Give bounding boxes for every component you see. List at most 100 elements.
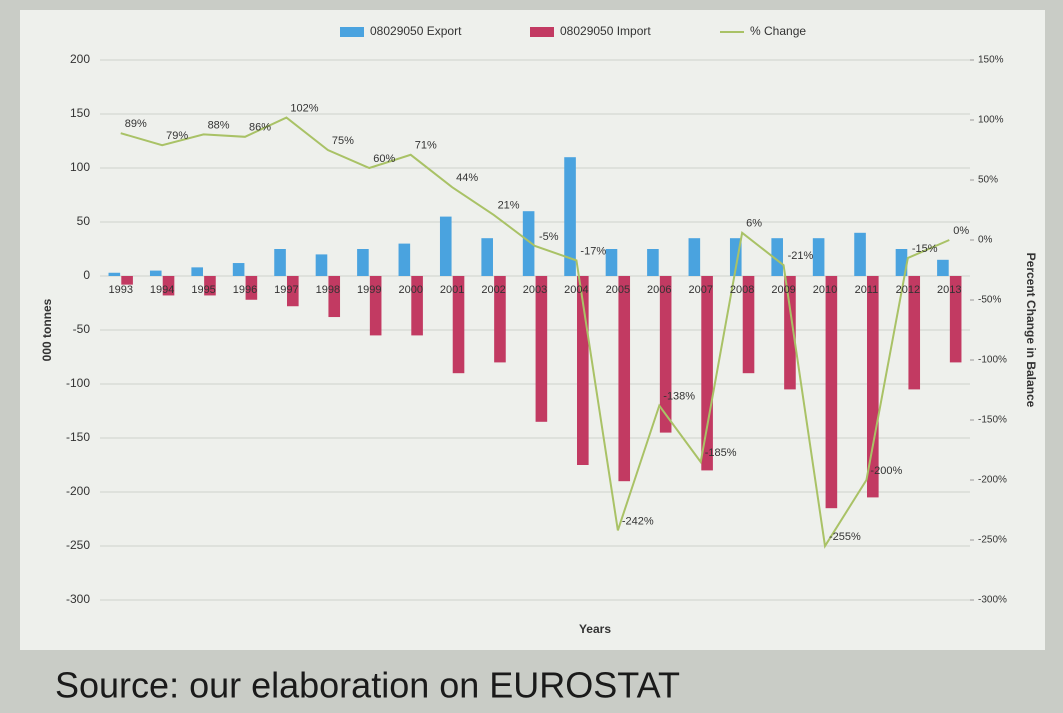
x-tick-label: 1995 [191, 284, 215, 296]
legend-label: 08029050 Import [560, 24, 651, 38]
bar [398, 243, 411, 276]
y2-tick-label: -200% [978, 475, 1007, 486]
data-label: -17% [580, 245, 606, 257]
y2-axis-label: Percent Change in Balance [1024, 253, 1038, 408]
bar [328, 276, 341, 318]
y-tick-label: -50 [73, 322, 91, 336]
data-label: -242% [622, 515, 654, 527]
bar [108, 272, 121, 276]
y2-tick-label: 0% [978, 235, 993, 246]
bar [481, 238, 493, 276]
bar [232, 263, 245, 276]
bar [937, 259, 949, 276]
y-tick-label: -200 [66, 484, 90, 498]
bar [439, 216, 452, 276]
x-tick-label: 2011 [855, 284, 879, 296]
bar [535, 276, 548, 422]
bar [162, 276, 175, 296]
data-label: 75% [332, 135, 354, 147]
y-tick-label: 150 [70, 106, 90, 120]
x-tick-label: 2010 [813, 284, 837, 296]
bar [452, 276, 465, 374]
data-label: 71% [415, 140, 437, 152]
bar [771, 238, 783, 276]
x-tick-label: 1996 [233, 284, 257, 296]
x-tick-label: 2009 [771, 284, 795, 296]
x-tick-label: 1999 [357, 284, 381, 296]
bar [729, 238, 742, 276]
x-tick-label: 1997 [274, 284, 298, 296]
y-tick-label: 200 [70, 52, 90, 66]
data-label: 86% [249, 122, 271, 134]
bar [908, 276, 921, 390]
y-tick-label: -250 [66, 538, 90, 552]
bar [701, 276, 713, 471]
bar [618, 276, 631, 482]
data-label: -138% [663, 391, 695, 403]
data-label: 60% [373, 153, 395, 165]
bar [494, 276, 506, 363]
y-tick-label: -150 [66, 430, 90, 444]
bar [564, 157, 576, 276]
x-tick-label: 2012 [896, 284, 920, 296]
bar [784, 276, 796, 390]
y2-tick-label: 100% [978, 115, 1004, 126]
source-note: Source: our elaboration on EUROSTAT [55, 665, 680, 706]
x-tick-label: 2001 [440, 284, 464, 296]
x-tick-label: 2013 [937, 284, 961, 296]
bar [867, 276, 879, 498]
bar [522, 211, 535, 276]
data-label: 79% [166, 130, 188, 142]
bar [605, 249, 618, 276]
x-tick-label: 2005 [606, 284, 630, 296]
y2-tick-label: -250% [978, 535, 1007, 546]
y2-tick-label: -100% [978, 355, 1007, 366]
data-label: 88% [208, 119, 230, 131]
data-label: -15% [912, 243, 938, 255]
bar [688, 238, 701, 276]
y2-tick-label: -300% [978, 595, 1007, 606]
bar [121, 276, 133, 285]
bar [357, 249, 369, 276]
y-axis-label: 000 tonnes [40, 298, 54, 361]
y2-tick-label: 50% [978, 175, 998, 186]
bar [742, 276, 755, 374]
y-tick-label: 50 [77, 214, 91, 228]
bar [854, 232, 866, 276]
bar [204, 276, 216, 296]
bar [411, 276, 423, 336]
bar [191, 267, 203, 276]
x-tick-label: 2004 [564, 284, 588, 296]
bar [287, 276, 299, 307]
y-tick-label: 0 [83, 268, 90, 282]
x-tick-label: 2008 [730, 284, 754, 296]
bar [949, 276, 962, 363]
legend-label: % Change [750, 24, 806, 38]
x-axis-label: Years [579, 622, 611, 636]
bar [315, 254, 328, 276]
x-tick-label: 2006 [647, 284, 671, 296]
data-label: -185% [705, 447, 737, 459]
legend-label: 08029050 Export [370, 24, 462, 38]
x-tick-label: 1994 [150, 284, 174, 296]
bar [647, 249, 659, 276]
y2-tick-label: -50% [978, 295, 1001, 306]
y-tick-label: -100 [66, 376, 90, 390]
legend-swatch [530, 27, 554, 37]
x-tick-label: 2003 [523, 284, 547, 296]
bar [812, 238, 825, 276]
y2-tick-label: 150% [978, 55, 1004, 66]
data-label: -21% [788, 250, 814, 262]
legend-swatch [340, 27, 364, 37]
bar [245, 276, 258, 300]
bar [577, 276, 589, 465]
data-label: 6% [746, 218, 762, 230]
bar [274, 249, 286, 276]
x-tick-label: 2002 [481, 284, 505, 296]
y2-tick-label: -150% [978, 415, 1007, 426]
data-label: 44% [456, 172, 478, 184]
data-label: -200% [870, 465, 902, 477]
data-label: 102% [290, 103, 318, 115]
